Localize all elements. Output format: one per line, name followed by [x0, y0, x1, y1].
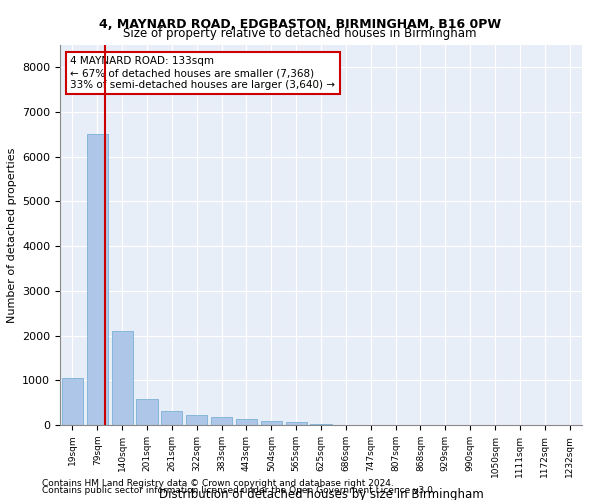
Bar	[136, 399, 158, 425]
Bar	[62, 378, 83, 425]
Bar	[186, 414, 207, 425]
Text: 4, MAYNARD ROAD, EDGBASTON, BIRMINGHAM, B16 0PW: 4, MAYNARD ROAD, EDGBASTON, BIRMINGHAM, …	[99, 18, 501, 30]
Bar	[87, 134, 108, 425]
Bar	[161, 411, 182, 425]
Text: 4 MAYNARD ROAD: 133sqm
← 67% of detached houses are smaller (7,368)
33% of semi-: 4 MAYNARD ROAD: 133sqm ← 67% of detached…	[70, 56, 335, 90]
X-axis label: Distribution of detached houses by size in Birmingham: Distribution of detached houses by size …	[158, 488, 484, 500]
Y-axis label: Number of detached properties: Number of detached properties	[7, 148, 17, 322]
Text: Contains public sector information licensed under the Open Government Licence v3: Contains public sector information licen…	[42, 486, 436, 495]
Bar	[261, 420, 282, 425]
Bar	[286, 422, 307, 425]
Bar	[211, 417, 232, 425]
Text: Size of property relative to detached houses in Birmingham: Size of property relative to detached ho…	[123, 28, 477, 40]
Bar	[236, 419, 257, 425]
Bar	[310, 424, 332, 425]
Text: Contains HM Land Registry data © Crown copyright and database right 2024.: Contains HM Land Registry data © Crown c…	[42, 478, 394, 488]
Bar	[112, 331, 133, 425]
